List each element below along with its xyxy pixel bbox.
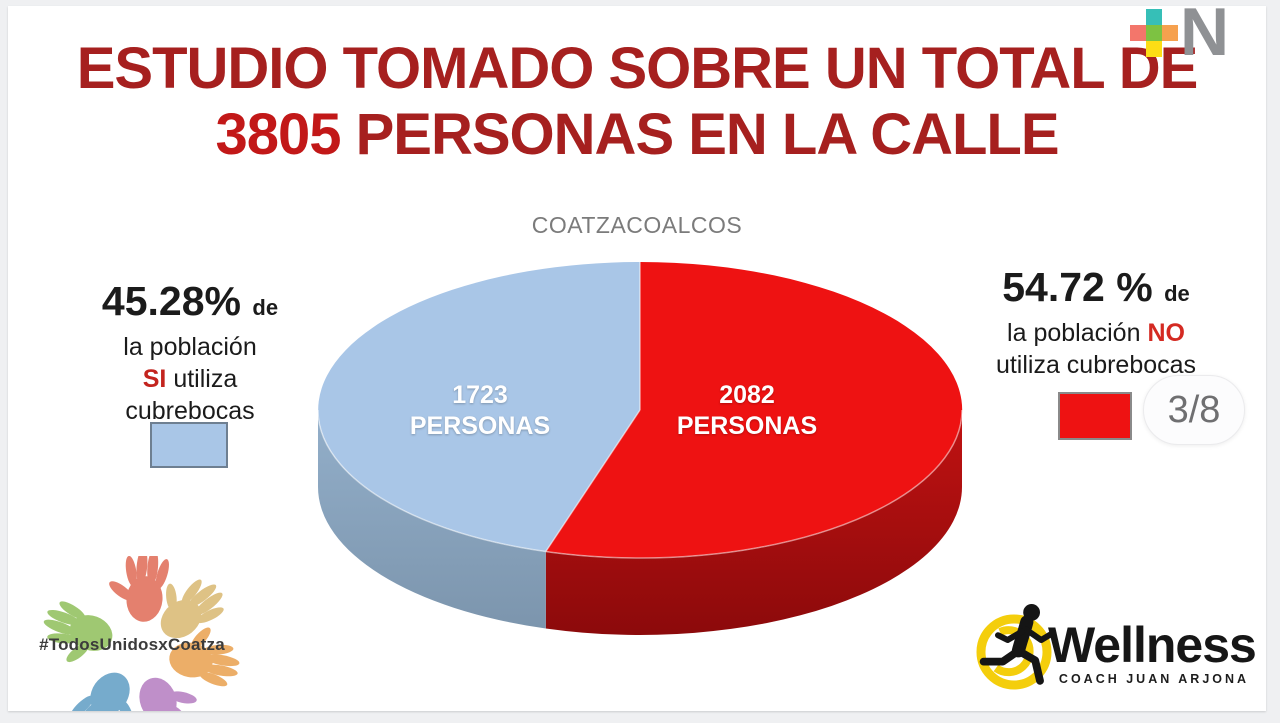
pie-slice-no — [545, 261, 963, 558]
legend-swatch-si — [150, 422, 228, 468]
stat-si-line3: cubrebocas — [125, 397, 255, 425]
pie-label-no-unit: PERSONAS — [676, 412, 818, 440]
stat-no-percent: 54.72 % de — [1002, 264, 1190, 310]
hashtag-text: #TodosUnidosxCoatza — [39, 635, 225, 654]
stat-no-emphasis: NO — [1147, 319, 1185, 347]
stat-si-block: 45.28% de la población SI utiliza cubreb… — [60, 278, 320, 427]
page-indicator-badge: 3/8 — [1143, 375, 1245, 445]
plus-n-brand-logo: N — [1130, 6, 1260, 70]
stat-si-line1: la población — [123, 333, 257, 361]
pie-side-blue — [318, 410, 546, 629]
pie-rim-highlight — [317, 409, 963, 559]
stat-no-block: 54.72 % de la población NO utiliza cubre… — [966, 264, 1226, 381]
brand-letter-n: N — [1180, 6, 1229, 70]
stat-si-percent: 45.28% de — [101, 278, 279, 324]
pie-label-no: 2082 PERSONAS — [672, 380, 822, 442]
plus-icon — [1130, 9, 1178, 57]
title-line-2: 3805 PERSONAS EN LA CALLE — [8, 102, 1266, 168]
pie-slice-si — [318, 262, 640, 552]
stat-no-line1: la población NO — [1007, 319, 1185, 347]
pie-slice-divider — [545, 262, 641, 552]
hand-icon-coral — [103, 556, 173, 624]
pie-label-si-value: 1723 — [452, 381, 508, 409]
wellness-wordmark: Wellness — [1048, 617, 1257, 673]
runner-icon — [979, 604, 1057, 685]
wellness-subtitle: COACH JUAN ARJONA — [1058, 672, 1250, 686]
hands-wordcloud-logo — [32, 556, 242, 711]
legend-swatch-no — [1058, 392, 1132, 440]
title-total-number: 3805 — [215, 102, 341, 167]
stat-no-line2: utiliza cubrebocas — [995, 351, 1197, 379]
stat-si-emphasis: SI — [142, 365, 167, 393]
page-title: ESTUDIO TOMADO SOBRE UN TOTAL DE 3805 PE… — [8, 36, 1266, 168]
wellness-runner-logo — [976, 604, 1057, 690]
title-line-1: ESTUDIO TOMADO SOBRE UN TOTAL DE — [76, 36, 1199, 101]
pie-side-red — [545, 410, 962, 635]
pie-label-si: 1723 PERSONAS — [405, 380, 555, 442]
stat-si-line2: SI utiliza — [142, 365, 238, 393]
title-line-2-rest: PERSONAS EN LA CALLE — [340, 102, 1060, 167]
runner-ring — [976, 614, 1052, 690]
pie-label-si-unit: PERSONAS — [409, 412, 551, 440]
pie-label-no-value: 2082 — [719, 381, 775, 409]
infographic-slide: ESTUDIO TOMADO SOBRE UN TOTAL DE 3805 PE… — [8, 6, 1266, 711]
pie-chart — [317, 261, 963, 635]
chart-title: COATZACOALCOS — [531, 212, 743, 238]
